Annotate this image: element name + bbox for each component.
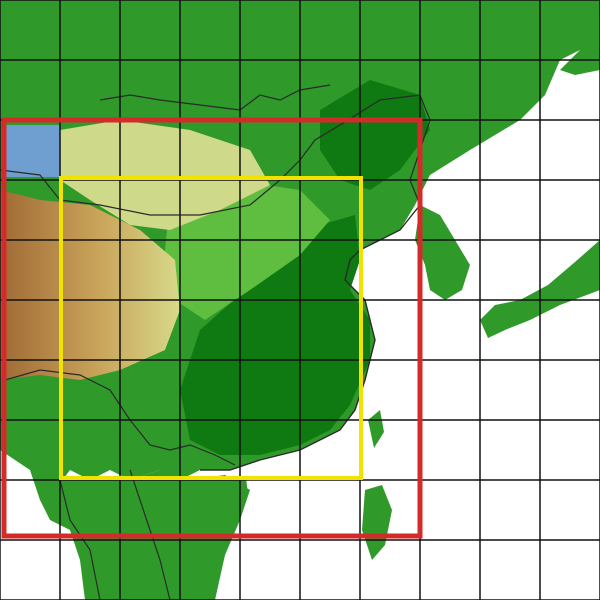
- hainan-island: [226, 478, 248, 498]
- eastern-lowlands: [180, 215, 370, 455]
- hokkaido-island: [560, 30, 600, 75]
- tibetan-plateau: [0, 190, 180, 380]
- japan-islands: [480, 240, 600, 338]
- inner-domain-box: [59, 176, 363, 480]
- philippine-islands: [362, 485, 392, 560]
- coastline: [200, 204, 421, 471]
- northeast-lowlands: [320, 80, 430, 190]
- korean-peninsula: [415, 205, 470, 300]
- outer-domain-box: [1, 117, 423, 539]
- northern-upland: [60, 120, 270, 230]
- lake-balkhash: [4, 125, 60, 177]
